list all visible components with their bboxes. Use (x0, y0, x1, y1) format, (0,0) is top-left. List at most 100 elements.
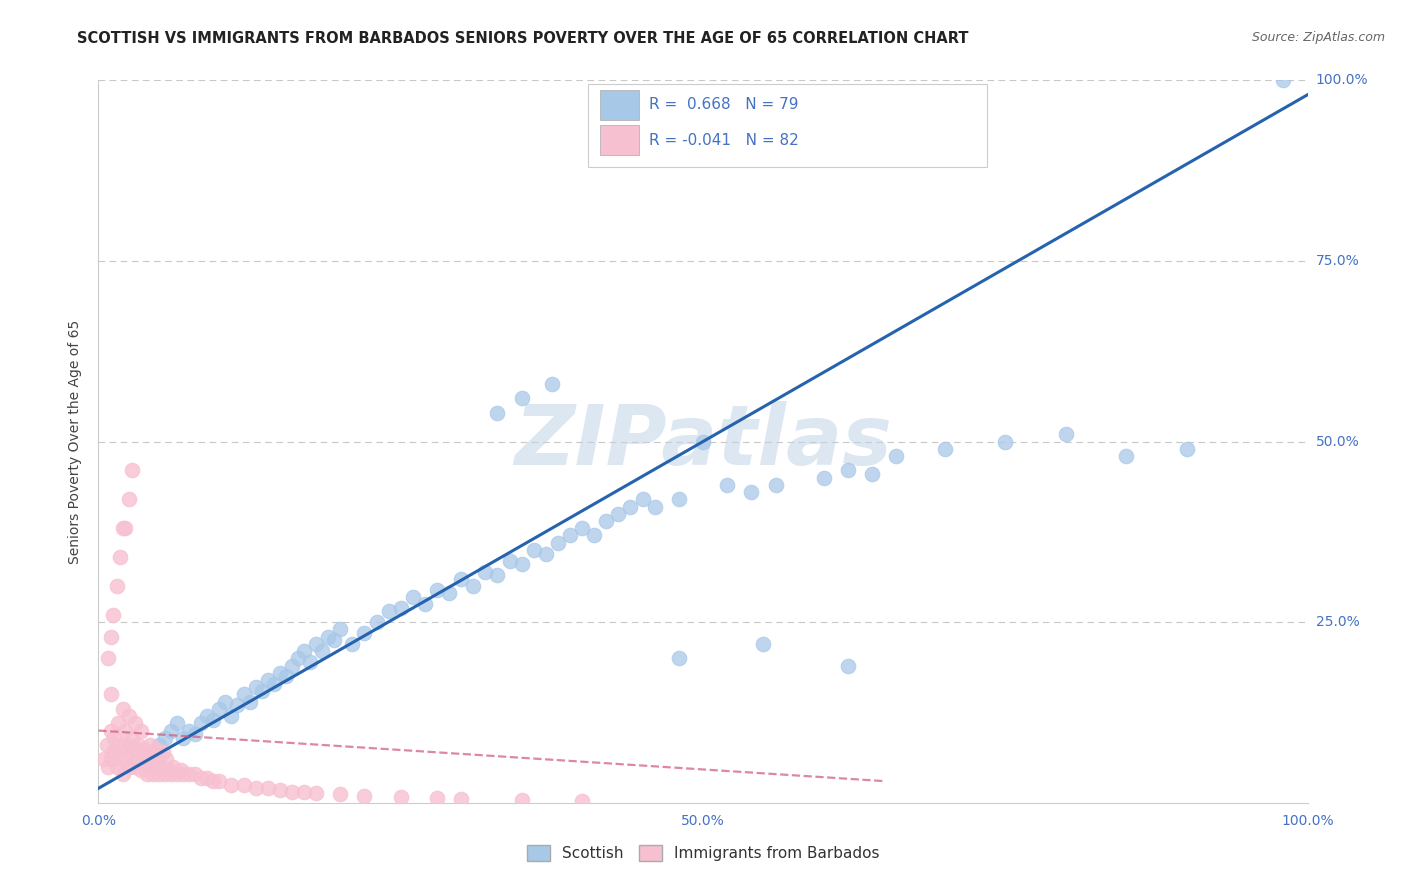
Point (100, 687, 122, 701)
Point (114, 723, 136, 738)
Point (93, 752, 115, 766)
Point (221, 778, 243, 792)
Point (510, 558, 533, 572)
Point (111, 767, 134, 781)
Point (994, 434, 1017, 449)
Point (366, 615, 388, 630)
Point (135, 748, 157, 763)
Point (292, 785, 315, 799)
Point (619, 500, 641, 514)
Point (510, 391, 533, 405)
Point (190, 716, 212, 731)
Point (127, 752, 149, 766)
Point (114, 752, 136, 766)
Point (263, 676, 285, 690)
Point (148, 752, 170, 766)
Point (245, 781, 267, 796)
Point (118, 738, 141, 752)
Point (329, 623, 352, 637)
Point (269, 665, 291, 680)
Point (413, 597, 436, 611)
Point (269, 782, 291, 797)
Point (162, 760, 184, 774)
Point (534, 547, 557, 561)
Point (121, 463, 143, 477)
Point (837, 463, 859, 477)
Text: Source: ZipAtlas.com: Source: ZipAtlas.com (1251, 31, 1385, 45)
Text: 100.0%: 100.0% (1316, 73, 1368, 87)
Point (101, 745, 124, 759)
Point (607, 507, 630, 521)
Point (111, 521, 134, 535)
Point (239, 695, 262, 709)
Point (463, 579, 485, 593)
Point (837, 658, 859, 673)
Point (172, 767, 194, 781)
Point (256, 781, 278, 796)
Point (287, 651, 309, 665)
Point (153, 731, 176, 745)
Point (353, 626, 375, 640)
Point (108, 752, 131, 766)
Point (100, 723, 122, 738)
Point (179, 723, 201, 738)
Point (138, 756, 160, 770)
Point (134, 741, 156, 756)
Point (342, 637, 364, 651)
Point (644, 500, 666, 514)
Point (426, 582, 449, 597)
Point (179, 767, 201, 781)
Point (886, 449, 908, 463)
Text: 75.0%: 75.0% (1316, 254, 1360, 268)
Point (129, 723, 152, 738)
Point (150, 760, 173, 774)
Point (166, 767, 188, 781)
Point (97, 651, 120, 665)
Point (221, 709, 243, 723)
Point (1175, 442, 1198, 456)
Point (226, 698, 249, 713)
Point (195, 771, 218, 785)
Point (377, 604, 399, 618)
Point (523, 542, 546, 557)
Point (139, 738, 162, 752)
Point (148, 738, 170, 752)
Point (571, 521, 593, 535)
Legend: Scottish, Immigrants from Barbados: Scottish, Immigrants from Barbados (520, 839, 886, 867)
Point (172, 731, 194, 745)
Text: 50.0%: 50.0% (1316, 434, 1360, 449)
FancyBboxPatch shape (600, 125, 638, 155)
Point (160, 723, 183, 738)
Point (571, 794, 593, 808)
Point (305, 786, 328, 800)
Point (118, 492, 141, 507)
Point (114, 521, 136, 535)
Point (135, 752, 157, 766)
Point (142, 767, 165, 781)
Point (96, 738, 118, 752)
Point (813, 470, 835, 484)
Point (105, 760, 128, 774)
Point (195, 709, 218, 723)
Point (124, 741, 146, 756)
Point (214, 695, 236, 709)
Point (97, 760, 120, 774)
Point (184, 767, 207, 781)
Point (111, 702, 134, 716)
Point (305, 637, 328, 651)
FancyBboxPatch shape (588, 84, 987, 167)
Point (281, 785, 304, 799)
Point (1054, 427, 1077, 442)
Point (323, 633, 346, 648)
Point (145, 741, 167, 756)
Point (111, 738, 134, 752)
Point (402, 590, 425, 604)
Text: ZIPatlas: ZIPatlas (515, 401, 891, 482)
Point (124, 716, 146, 731)
Point (208, 774, 231, 789)
Point (108, 550, 131, 565)
Point (934, 442, 956, 456)
Point (558, 528, 581, 542)
Point (740, 485, 762, 500)
Point (292, 644, 315, 658)
